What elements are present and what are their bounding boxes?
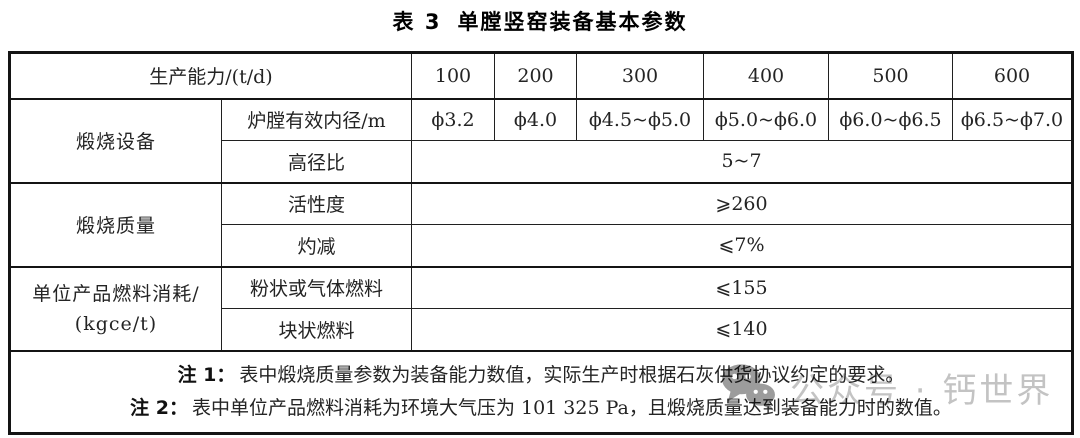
table-row-activity: 煅烧质量 活性度 ⩾260 xyxy=(9,181,1073,267)
value-cell: ϕ6.0~ϕ6.5 xyxy=(828,97,953,141)
row-label-height-diameter-ratio: 高径比 xyxy=(221,140,412,183)
note-1-text: 表中煅烧质量参数为装备能力数值，实际生产时根据石灰供货协议约定的要求。 xyxy=(239,363,905,386)
row-label-powder-gas-fuel: 粉状或气体燃料 xyxy=(221,265,412,309)
value-cell: ϕ6.5~ϕ7.0 xyxy=(952,97,1073,141)
note-line-1: 注 1： 表中煅烧质量参数为装备能力数值，实际生产时根据石灰供货协议约定的要求。 xyxy=(14,359,1068,392)
table-row-ignition-loss: 灼减 ⩽7% xyxy=(10,224,1073,267)
note-line-2: 注 2： 表中单位产品燃料消耗为环境大气压为 101 325 Pa，且煅烧质量达到… xyxy=(14,392,1068,425)
header-row: 生产能力/(t/d) 100 200 300 400 500 600 xyxy=(9,52,1073,99)
table-row-inner-diameter: 煅烧设备 炉膛有效内径/m ϕ3.2 ϕ4.0 ϕ4.5~ϕ5.0 ϕ5.0~ϕ… xyxy=(9,97,1073,183)
row-label-lump-fuel: 块状燃料 xyxy=(221,308,412,351)
row-label-ignition-loss: 灼减 xyxy=(221,224,412,267)
value-cell: ϕ3.2 xyxy=(411,97,495,141)
note-2-text: 表中单位产品燃料消耗为环境大气压为 101 325 Pa，且煅烧质量达到装备能力… xyxy=(191,396,952,419)
notes-cell: 注 1： 表中煅烧质量参数为装备能力数值，实际生产时根据石灰供货协议约定的要求。 … xyxy=(9,349,1073,434)
table-title-text: 单膛竖窑装备基本参数 xyxy=(457,10,688,34)
header-capacity-cell: 500 xyxy=(828,52,953,99)
value-cell: ⩽155 xyxy=(411,265,1073,309)
value-cell: ⩽7% xyxy=(411,224,1073,267)
note-2-label: 注 2： xyxy=(130,396,188,419)
value-cell: ⩾260 xyxy=(411,181,1073,225)
row-label-activity: 活性度 xyxy=(221,181,412,225)
header-label-cell: 生产能力/(t/d) xyxy=(9,52,412,99)
group-label-calcining-quality: 煅烧质量 xyxy=(9,181,222,267)
header-capacity-cell: 400 xyxy=(703,52,829,99)
group-label-fuel-consumption: 单位产品燃料消耗/ (kgce/t) xyxy=(9,265,222,351)
value-cell: ϕ5.0~ϕ6.0 xyxy=(703,97,829,141)
value-cell: ϕ4.5~ϕ5.0 xyxy=(576,97,704,141)
page-title: 表 3 单膛竖窑装备基本参数 xyxy=(0,0,1080,36)
group-label-calcining-equipment: 煅烧设备 xyxy=(9,97,222,183)
header-capacity-cell: 100 xyxy=(411,52,495,99)
notes-row: 注 1： 表中煅烧质量参数为装备能力数值，实际生产时根据石灰供货协议约定的要求。 … xyxy=(9,349,1073,434)
fuel-consumption-label-line2: (kgce/t) xyxy=(74,312,158,335)
table-number: 表 3 xyxy=(392,10,442,34)
row-label-inner-diameter: 炉膛有效内径/m xyxy=(221,97,412,141)
value-cell: 5~7 xyxy=(411,140,1073,183)
fuel-consumption-label-line1: 单位产品燃料消耗/ xyxy=(32,282,200,305)
table-row-height-diameter-ratio: 高径比 5~7 xyxy=(10,140,1073,183)
header-capacity-cell: 300 xyxy=(576,52,704,99)
table-row-powder-gas-fuel: 单位产品燃料消耗/ (kgce/t) 粉状或气体燃料 ⩽155 xyxy=(9,265,1073,351)
parameters-table: 生产能力/(t/d) 100 200 300 400 500 600 煅烧设备 … xyxy=(8,51,1074,435)
value-cell: ⩽140 xyxy=(411,308,1073,351)
value-cell: ϕ4.0 xyxy=(494,97,577,141)
header-capacity-cell: 200 xyxy=(494,52,577,99)
table-row-lump-fuel: 块状燃料 ⩽140 xyxy=(10,308,1073,351)
header-capacity-cell: 600 xyxy=(952,52,1073,99)
note-1-label: 注 1： xyxy=(177,363,236,386)
